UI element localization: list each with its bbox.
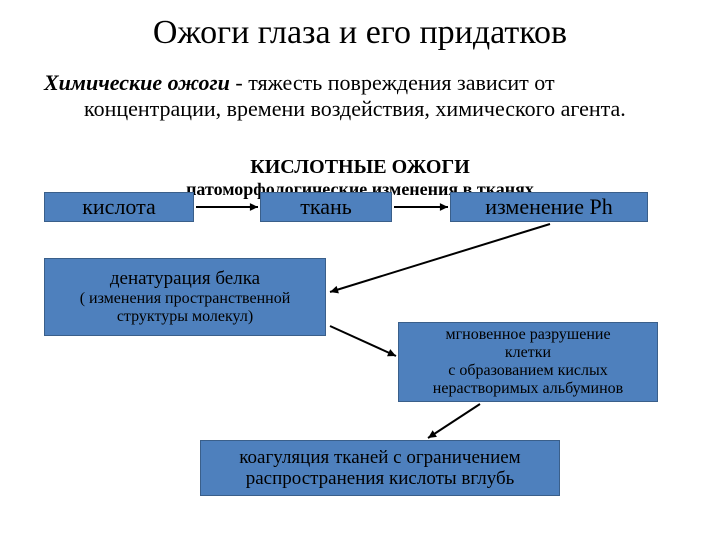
node-denaturation: денатурация белка ( изменения пространст… — [44, 258, 326, 336]
node-acid: кислота — [44, 192, 194, 222]
node-instant-line2: клетки — [505, 344, 551, 362]
node-denat-line2: ( изменения пространственной — [80, 290, 291, 308]
node-acid-label: кислота — [82, 195, 156, 220]
node-coag-line2: распространения кислоты вглубь — [246, 468, 515, 489]
node-instant-destruction: мгновенное разрушение клетки с образован… — [398, 322, 658, 402]
paragraph-lead: Химические ожоги — [44, 70, 230, 95]
node-instant-line3: с образованием кислых — [448, 362, 608, 380]
intro-paragraph: Химические ожоги - тяжесть повреждения з… — [44, 70, 684, 122]
node-coagulation: коагуляция тканей с ограничением распрос… — [200, 440, 560, 496]
node-denat-line1: денатурация белка — [110, 268, 260, 289]
node-ph-label: изменение Ph — [485, 195, 612, 220]
node-tissue-label: ткань — [300, 195, 352, 220]
node-denat-line3: структуры молекул) — [117, 308, 253, 326]
node-instant-line4: нерастворимых альбуминов — [433, 380, 623, 398]
subheading-acid-burns: КИСЛОТНЫЕ ОЖОГИ — [0, 156, 720, 179]
node-coag-line1: коагуляция тканей с ограничением — [239, 447, 520, 468]
node-instant-line1: мгновенное разрушение — [445, 326, 610, 344]
node-tissue: ткань — [260, 192, 392, 222]
node-ph-change: изменение Ph — [450, 192, 648, 222]
slide-title: Ожоги глаза и его придатков — [0, 14, 720, 52]
